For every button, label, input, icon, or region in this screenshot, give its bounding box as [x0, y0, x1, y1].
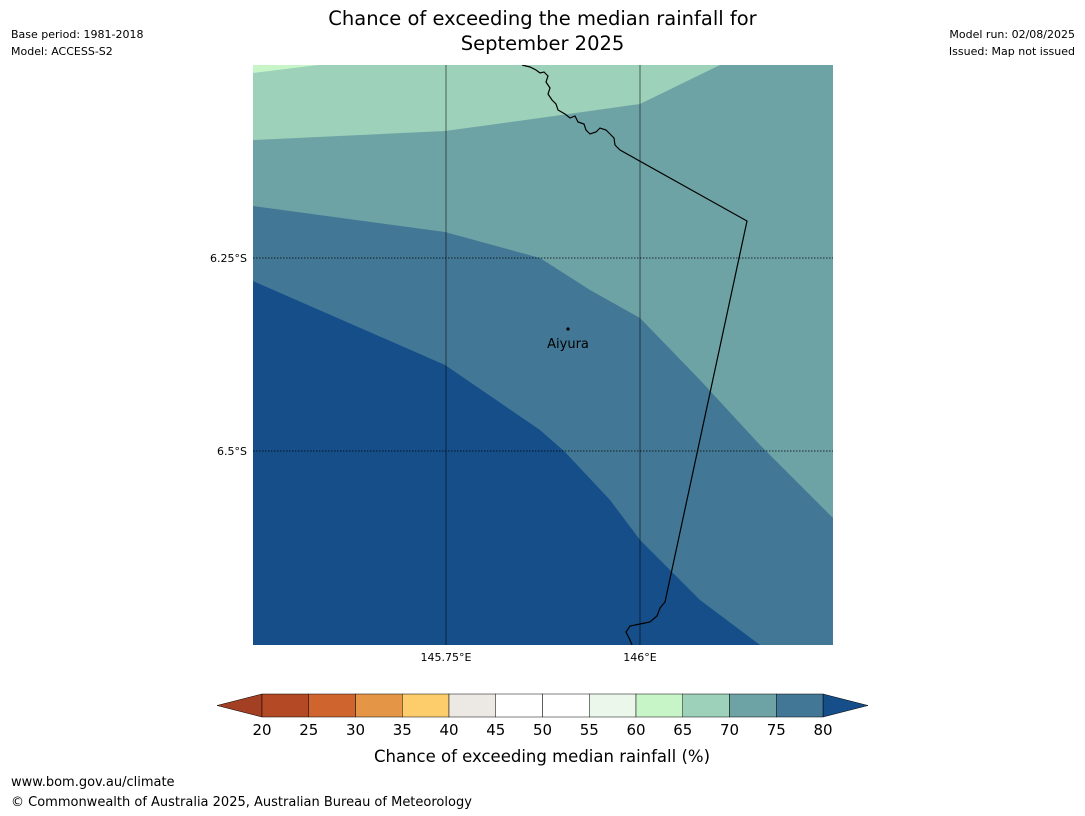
- region-65-70: [253, 65, 720, 140]
- model-text: Model: ACCESS-S2: [11, 45, 113, 58]
- colorbar-swatch: [589, 693, 637, 718]
- colorbar-swatch: [635, 693, 683, 718]
- colorbar-under-arrow: [216, 693, 263, 718]
- title-line-2: September 2025: [460, 32, 625, 55]
- colorbar-swatch: [261, 693, 309, 718]
- map-title: Chance of exceeding the median rainfall …: [255, 6, 830, 56]
- colorbar-swatch: [776, 693, 824, 718]
- colorbar-tick-label: 50: [533, 721, 552, 739]
- colorbar-tick-label: 20: [252, 721, 271, 739]
- colorbar-tick-label: 65: [673, 721, 692, 739]
- base-period-text: Base period: 1981-2018: [11, 28, 144, 41]
- model-info: Base period: 1981-2018 Model: ACCESS-S2: [11, 26, 143, 60]
- province-border: [521, 65, 748, 645]
- footer-copyright: © Commonwealth of Australia 2025, Austra…: [11, 795, 472, 810]
- lon-tick-label: 146°E: [623, 651, 656, 664]
- colorbar-tick-label: 40: [439, 721, 458, 739]
- colorbar-label: Chance of exceeding median rainfall (%): [374, 747, 710, 766]
- footer-url: www.bom.gov.au/climate: [11, 775, 175, 790]
- colorbar-swatch: [495, 693, 543, 718]
- colorbar-swatch: [682, 693, 730, 718]
- colorbar-tick-label: 70: [720, 721, 739, 739]
- colorbar-tick-label: 45: [486, 721, 505, 739]
- colorbar-tick-label: 60: [626, 721, 645, 739]
- colorbar-swatch: [729, 693, 777, 718]
- issued-text: Issued: Map not issued: [948, 45, 1075, 58]
- map-panel: [253, 65, 833, 645]
- aiyura-label: Aiyura: [547, 337, 589, 352]
- lat-tick-label: 6.25°S: [210, 252, 247, 265]
- lon-tick-label: 145.75°E: [421, 651, 472, 664]
- colorbar-tick-label: 55: [580, 721, 599, 739]
- colorbar-tick-label: 35: [393, 721, 412, 739]
- model-run-text: Model run: 02/08/2025: [949, 28, 1075, 41]
- run-info: Model run: 02/08/2025 Issued: Map not is…: [949, 26, 1075, 60]
- region-60-65: [253, 65, 318, 73]
- colorbar-over-arrow: [822, 693, 869, 718]
- colorbar-swatch: [308, 693, 356, 718]
- region-70-75: [253, 65, 833, 518]
- title-line-1: Chance of exceeding the median rainfall …: [328, 7, 757, 30]
- colorbar-tick-label: 30: [346, 721, 365, 739]
- colorbar-swatch: [402, 693, 450, 718]
- colorbar-swatch: [542, 693, 590, 718]
- colorbar: 20 25 30 35 40 45 50 55 60 65 70 75 80: [216, 693, 869, 739]
- colorbar-tick-label: 75: [767, 721, 786, 739]
- colorbar-swatch: [355, 693, 403, 718]
- colorbar-tick-label: 25: [299, 721, 318, 739]
- lat-tick-label: 6.5°S: [217, 445, 247, 458]
- colorbar-swatch: [448, 693, 496, 718]
- aiyura-marker: [566, 327, 570, 331]
- colorbar-tick-label: 80: [813, 721, 832, 739]
